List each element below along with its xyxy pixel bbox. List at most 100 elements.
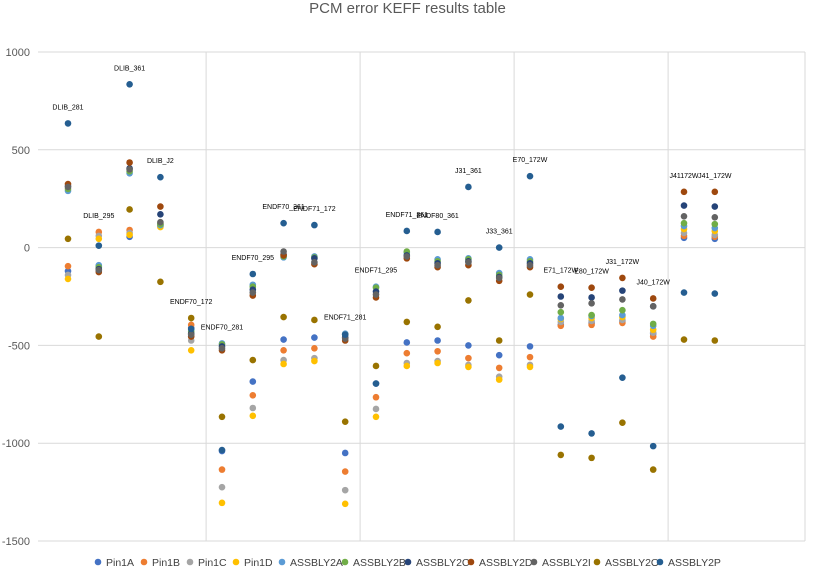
point-assbly2o: [126, 206, 133, 213]
point-assbly2i: [95, 266, 103, 274]
category-label: ENDF71_172: [293, 206, 336, 213]
point-assbly2o: [619, 419, 626, 426]
point-pin1d: [495, 376, 503, 383]
legend-label: Pin1C: [198, 557, 227, 569]
point-assbly2c: [680, 202, 688, 209]
point-assbly2p: [95, 242, 103, 249]
point-pin1d: [465, 363, 472, 371]
point-assbly2o: [588, 454, 595, 462]
point-assbly2a: [557, 314, 565, 322]
legend-marker: [186, 558, 194, 566]
category-label: E70_172W: [513, 157, 548, 164]
point-assbly2i: [649, 302, 657, 310]
point-pin1b: [465, 354, 472, 362]
point-assbly2d: [649, 295, 657, 302]
point-assbly2o: [526, 291, 534, 298]
category-label: J40_172W: [636, 279, 670, 286]
point-assbly2d: [680, 188, 688, 196]
point-assbly2p: [64, 120, 72, 127]
point-assbly2i: [526, 261, 534, 269]
category-label: ENDF71_281: [324, 315, 367, 322]
point-assbly2b: [557, 308, 565, 316]
point-assbly2p: [434, 228, 441, 236]
category-label: DLIB_361: [114, 65, 145, 72]
point-pin1a: [434, 337, 441, 344]
y-tick-label: 0: [24, 243, 30, 255]
point-assbly2o: [711, 337, 719, 344]
point-assbly2o: [557, 451, 565, 459]
legend-marker: [341, 558, 349, 566]
point-pin1a: [495, 351, 503, 359]
point-assbly2c: [157, 211, 164, 218]
point-assbly2i: [434, 261, 441, 269]
category-labels: DLIB_281 DLIB_295 DLIB_361 DLIB_J2 ENDF70_17…: [52, 65, 731, 331]
point-assbly2p: [619, 374, 626, 381]
y-tick-label: -500: [8, 340, 30, 352]
category-label: ENDF70_295: [232, 255, 275, 262]
point-assbly2b: [588, 311, 595, 319]
point-pin1d: [64, 275, 72, 283]
point-pin1d: [341, 500, 349, 508]
point-assbly2p: [126, 80, 133, 88]
point-assbly2b: [680, 219, 688, 227]
point-pin1b: [311, 345, 318, 352]
point-pin1b: [341, 468, 349, 475]
category-label: DLIB_281: [52, 104, 83, 111]
category-label: ENDF70_281: [201, 324, 244, 331]
point-assbly2p: [218, 446, 226, 454]
point-assbly2i: [680, 213, 688, 220]
point-assbly2o: [372, 362, 380, 370]
point-pin1a: [341, 449, 349, 457]
legend-label: Pin1D: [244, 557, 273, 569]
y-tick-label: -1000: [2, 438, 30, 450]
point-assbly2p: [311, 221, 318, 229]
point-assbly2i: [218, 345, 226, 352]
point-pin1d: [249, 412, 257, 420]
point-pin1a: [465, 342, 472, 349]
category-label: ENDF70_172: [170, 299, 213, 306]
point-assbly2o: [341, 418, 349, 425]
point-pin1b: [64, 262, 72, 270]
legend-marker: [467, 558, 475, 566]
point-pin1d: [187, 346, 195, 354]
category-label: DLIB_295: [83, 213, 114, 220]
point-pin1a: [526, 343, 534, 350]
point-pin1b: [218, 466, 226, 473]
point-assbly2d: [588, 284, 595, 291]
point-assbly2p: [680, 289, 688, 296]
point-assbly2o: [311, 316, 318, 324]
point-assbly2i: [64, 183, 72, 191]
point-assbly2o: [95, 333, 103, 340]
legend-marker: [593, 558, 601, 566]
legend-label: ASSBLY2I: [542, 557, 591, 569]
point-assbly2p: [280, 219, 287, 227]
point-pin1d: [403, 362, 411, 370]
point-pin1a: [311, 334, 318, 341]
category-label: J41_172W: [698, 173, 732, 180]
category-label: ENDF80_361: [416, 213, 459, 220]
point-assbly2a: [619, 311, 626, 319]
category-label: J31_361: [455, 168, 482, 175]
point-assbly2i: [711, 213, 719, 221]
point-assbly2o: [403, 318, 411, 326]
point-assbly2c: [711, 203, 719, 210]
legend-label: Pin1A: [106, 557, 134, 569]
point-pin1d: [218, 499, 226, 507]
point-assbly2p: [711, 290, 719, 297]
point-assbly2i: [619, 296, 626, 303]
point-assbly2o: [434, 323, 441, 331]
legend-label: ASSBLY2A: [290, 557, 343, 569]
point-assbly2p: [372, 380, 380, 387]
point-pin1d: [95, 235, 103, 243]
point-assbly2p: [557, 423, 565, 430]
point-pin1b: [372, 393, 380, 401]
y-axis-ticks: 1000 500 0 -500 -1000 -1500: [2, 47, 30, 548]
legend-label: Pin1B: [152, 557, 180, 569]
y-tick-label: 1000: [6, 47, 30, 59]
point-assbly2p: [341, 331, 349, 338]
point-pin1d: [526, 363, 534, 371]
point-pin1a: [403, 339, 411, 346]
point-assbly2p: [526, 172, 534, 180]
data-points: [64, 80, 719, 508]
gridlines: [38, 51, 806, 542]
